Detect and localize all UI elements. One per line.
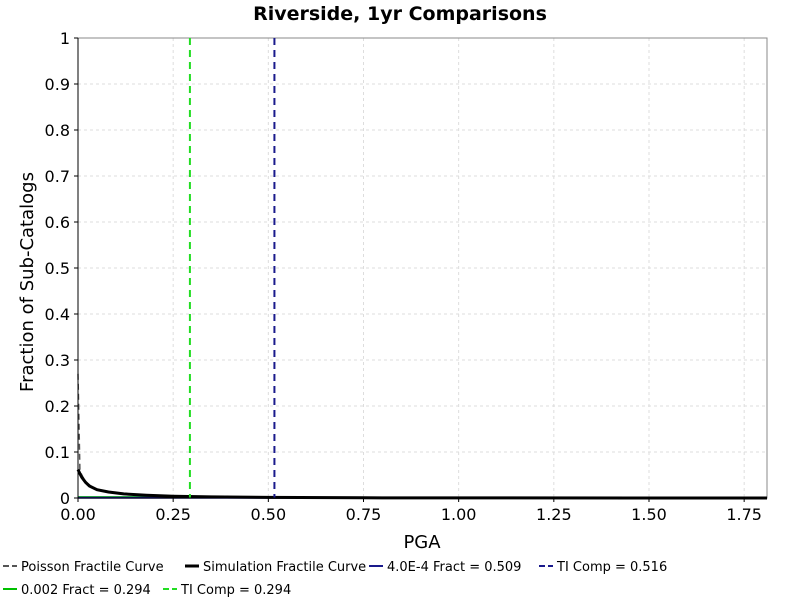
y-tick-label: 0.8 (45, 121, 70, 140)
grid (77, 37, 767, 498)
chart-title: Riverside, 1yr Comparisons (253, 3, 547, 25)
y-tick-label: 0.9 (45, 75, 70, 94)
y-tick-label: 0.4 (45, 305, 70, 324)
y-axis-ticks: 0 0.1 0.2 0.3 0.4 0.5 0.6 0.7 0.8 0.9 1 (45, 29, 78, 508)
x-tick-label: 0.50 (251, 505, 287, 524)
series-0-line (77, 373, 767, 499)
y-tick-label: 0.3 (45, 351, 70, 370)
x-tick-label: 1.50 (631, 505, 667, 524)
y-tick-label: 0.5 (45, 259, 70, 278)
x-tick-label: 1.75 (726, 505, 762, 524)
y-tick-label: 0.6 (45, 213, 70, 232)
x-tick-label: 0.25 (155, 505, 191, 524)
legend-label: 0.002 Fract = 0.294 (21, 583, 151, 598)
legend: Poisson Fractile Curve Simulation Fractil… (3, 560, 667, 598)
x-axis-label: PGA (403, 532, 441, 553)
legend-label: Simulation Fractile Curve (203, 560, 366, 575)
y-tick-label: 0.1 (45, 443, 70, 462)
y-axis-label: Fraction of Sub-Catalogs (17, 172, 38, 392)
legend-label: TI Comp = 0.294 (180, 583, 291, 598)
y-tick-label: 0 (60, 489, 70, 508)
y-tick-label: 0.2 (45, 397, 70, 416)
legend-label: Poisson Fractile Curve (21, 560, 164, 575)
x-axis-ticks: 0.00 0.25 0.50 0.75 1.00 1.25 1.50 1.75 (60, 498, 762, 524)
x-tick-label: 0.00 (60, 505, 96, 524)
x-tick-label: 0.75 (346, 505, 382, 524)
x-tick-label: 1.00 (441, 505, 477, 524)
legend-label: TI Comp = 0.516 (556, 560, 667, 575)
legend-label: 4.0E-4 Fract = 0.509 (387, 560, 521, 575)
y-tick-label: 0.7 (45, 167, 70, 186)
series-1-line (76, 468, 767, 500)
y-tick-label: 1 (60, 29, 70, 48)
x-tick-label: 1.25 (536, 505, 572, 524)
